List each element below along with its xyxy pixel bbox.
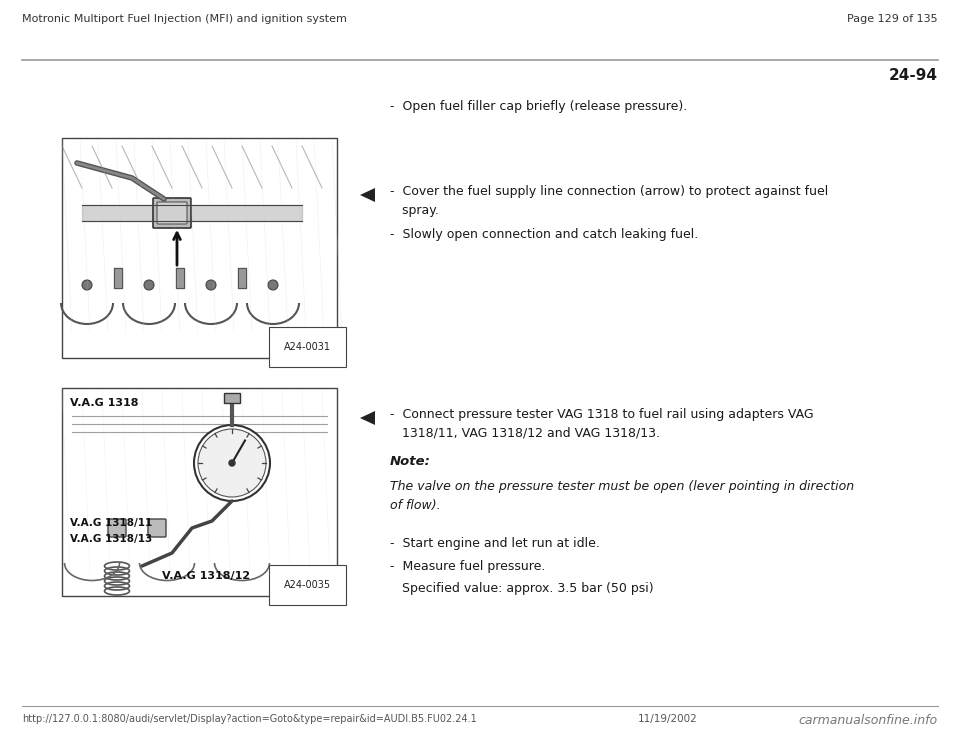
Text: -  Slowly open connection and catch leaking fuel.: - Slowly open connection and catch leaki… [390, 228, 698, 241]
Text: A24-0035: A24-0035 [284, 580, 331, 590]
Text: http://127.0.0.1:8080/audi/servlet/Display?action=Goto&type=repair&id=AUDI.B5.FU: http://127.0.0.1:8080/audi/servlet/Displ… [22, 714, 477, 724]
Text: Page 129 of 135: Page 129 of 135 [848, 14, 938, 24]
Circle shape [229, 460, 235, 466]
Text: -  Cover the fuel supply line connection (arrow) to protect against fuel
   spra: - Cover the fuel supply line connection … [390, 185, 828, 217]
Text: V.A.G 1318/12: V.A.G 1318/12 [162, 571, 251, 581]
Text: 11/19/2002: 11/19/2002 [638, 714, 698, 724]
Text: Motronic Multiport Fuel Injection (MFI) and ignition system: Motronic Multiport Fuel Injection (MFI) … [22, 14, 347, 24]
Text: The valve on the pressure tester must be open (lever pointing in direction
of fl: The valve on the pressure tester must be… [390, 480, 854, 512]
Circle shape [194, 425, 270, 501]
Text: -  Open fuel filler cap briefly (release pressure).: - Open fuel filler cap briefly (release … [390, 100, 687, 113]
Circle shape [268, 280, 278, 290]
FancyBboxPatch shape [157, 202, 187, 224]
Text: 24-94: 24-94 [889, 68, 938, 83]
Bar [62, 138, 337, 358]
FancyBboxPatch shape [153, 198, 191, 228]
Text: -  Measure fuel pressure.: - Measure fuel pressure. [390, 560, 545, 573]
Text: carmanualsonfine.info: carmanualsonfine.info [799, 714, 938, 727]
Polygon shape [360, 188, 375, 202]
FancyBboxPatch shape [148, 519, 166, 537]
Text: V.A.G 1318/11: V.A.G 1318/11 [70, 518, 153, 528]
Text: -  Connect pressure tester VAG 1318 to fuel rail using adapters VAG
   1318/11, : - Connect pressure tester VAG 1318 to fu… [390, 408, 814, 440]
Polygon shape [360, 411, 375, 425]
Text: -  Start engine and let run at idle.: - Start engine and let run at idle. [390, 537, 600, 550]
Text: A24-0031: A24-0031 [284, 342, 331, 352]
Circle shape [82, 280, 92, 290]
Circle shape [144, 280, 154, 290]
Text: Note:: Note: [390, 455, 431, 468]
Text: V.A.G 1318/13: V.A.G 1318/13 [70, 534, 153, 544]
Text: V.A.G 1318: V.A.G 1318 [70, 398, 138, 408]
Bar [224, 393, 240, 403]
Text: Specified value: approx. 3.5 bar (50 psi): Specified value: approx. 3.5 bar (50 psi… [390, 582, 654, 595]
FancyBboxPatch shape [108, 519, 126, 537]
Circle shape [206, 280, 216, 290]
Circle shape [198, 429, 266, 497]
Bar [62, 388, 337, 596]
